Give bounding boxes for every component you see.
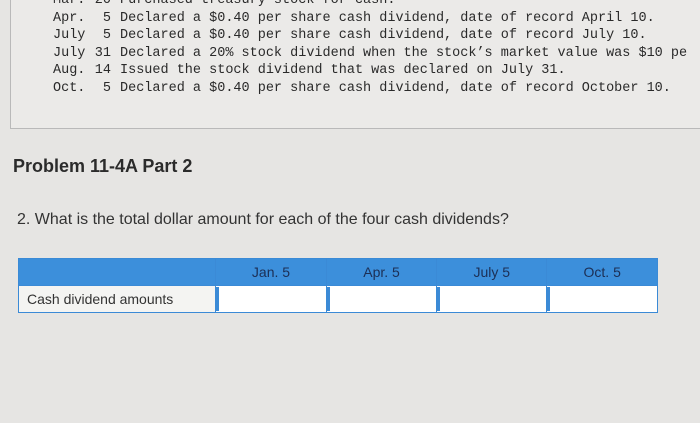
row-label: Cash dividend amounts (18, 285, 216, 313)
transaction-month: July (53, 28, 86, 43)
column-header: Oct. 5 (546, 258, 658, 286)
column-header: July 5 (436, 258, 548, 286)
transaction-month: Mar. (53, 0, 86, 8)
header-blank (18, 258, 216, 286)
question: 2. What is the total dollar amount for e… (17, 211, 509, 228)
answer-input[interactable] (326, 287, 437, 311)
answer-cell (546, 285, 658, 313)
transaction-text: Declared a $0.40 per share cash dividend… (120, 10, 655, 26)
column-header: Jan. 5 (215, 258, 327, 286)
transactions: Mar. 20 Purchased treasury stock for cash.… (53, 0, 687, 97)
answer-cell (325, 285, 438, 313)
answer-input[interactable] (437, 287, 547, 311)
transaction-month: Aug. (53, 63, 86, 78)
transaction-month: Apr. (53, 10, 86, 26)
heading: Problem 11-4A Part 2 (13, 156, 193, 176)
answer-input[interactable] (547, 287, 657, 311)
transaction-day: 31 (94, 45, 111, 61)
transaction: Mar. 20 Purchased treasury stock for cash. (53, 0, 687, 10)
transaction-text: Declared a $0.40 per share cash dividend… (120, 80, 671, 96)
transaction: Aug. 14 Issued the stock dividend that was… (53, 62, 687, 80)
transaction-month: Oct. (53, 80, 86, 96)
answer-table: Jan. 5 Apr. 5 July 5 Oct. 5 Cash dividend a… (18, 258, 658, 313)
transaction-text: Declared a 20% stock dividend when the s… (120, 45, 688, 61)
transaction: Oct. 5 Declared a $0.40 per share cash div… (53, 80, 687, 98)
transaction-month: July (53, 45, 86, 61)
transaction: July 31 Declared a 20% stock dividend when… (53, 45, 687, 63)
transaction: Apr. 5 Declared a $0.40 per share cash div… (53, 10, 687, 28)
answer-cell (215, 285, 327, 313)
transaction-text: Purchased treasury stock for cash. (120, 0, 396, 8)
transaction-text: Declared a $0.40 per share cash dividend… (120, 28, 647, 43)
transaction-day: 14 (94, 63, 111, 78)
column-header: Apr. 5 (325, 258, 438, 286)
header-row: Jan. 5 Apr. 5 July 5 Oct. 5 (18, 258, 658, 286)
transaction-day: 5 (102, 28, 111, 43)
transaction-text: Issued the stock dividend that was decla… (120, 63, 566, 78)
answer-row: Cash dividend amounts (18, 285, 658, 313)
transaction-day: 5 (102, 80, 111, 96)
answer-input[interactable] (216, 287, 326, 311)
transaction-day: 20 (94, 0, 111, 8)
transactions-box (10, 0, 700, 129)
answer-cell (436, 285, 548, 313)
transaction: July 5 Declared a $0.40 per share cash div… (53, 27, 687, 45)
transaction-day: 5 (102, 10, 111, 26)
